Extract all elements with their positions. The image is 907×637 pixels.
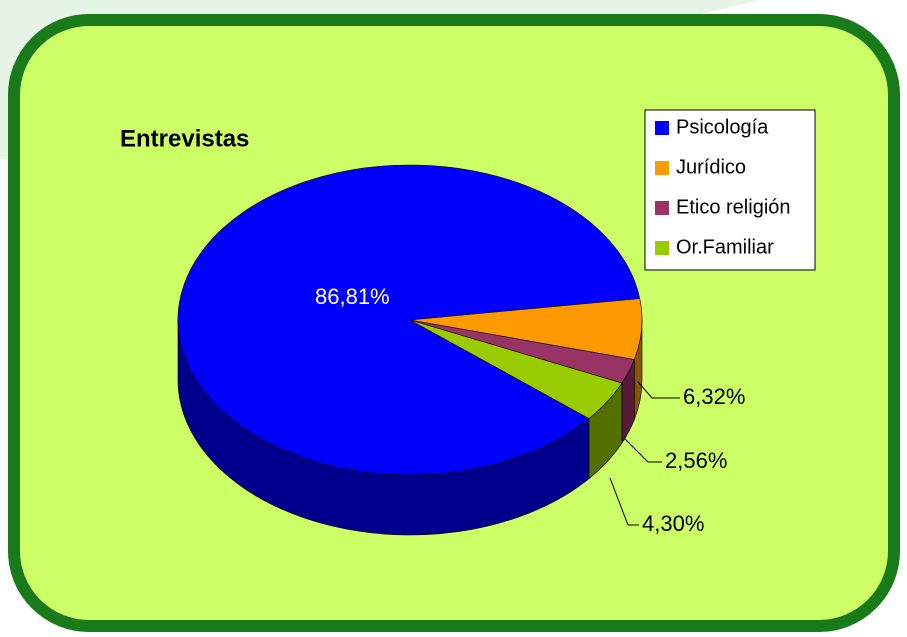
data-label: 2,56% bbox=[665, 448, 727, 473]
data-label: 4,30% bbox=[642, 511, 704, 536]
data-label: 6,32% bbox=[683, 384, 745, 409]
legend-swatch bbox=[655, 241, 669, 255]
leader-line bbox=[637, 381, 680, 399]
leader-line bbox=[623, 437, 662, 463]
legend-label: Jurídico bbox=[676, 156, 746, 178]
chart-title: Entrevistas bbox=[120, 125, 249, 152]
legend-box bbox=[644, 109, 816, 271]
legend-swatch bbox=[655, 121, 669, 135]
legend-swatch bbox=[655, 201, 669, 215]
slice bbox=[409, 319, 623, 419]
leader-line bbox=[609, 477, 639, 526]
legend-label: Or.Familiar bbox=[676, 236, 774, 258]
legend-label: Psicología bbox=[676, 116, 769, 138]
legend-swatch bbox=[655, 161, 669, 175]
slice bbox=[177, 164, 641, 476]
legend-label: Etico religión bbox=[676, 196, 791, 218]
data-label: 86,81% bbox=[315, 284, 390, 309]
